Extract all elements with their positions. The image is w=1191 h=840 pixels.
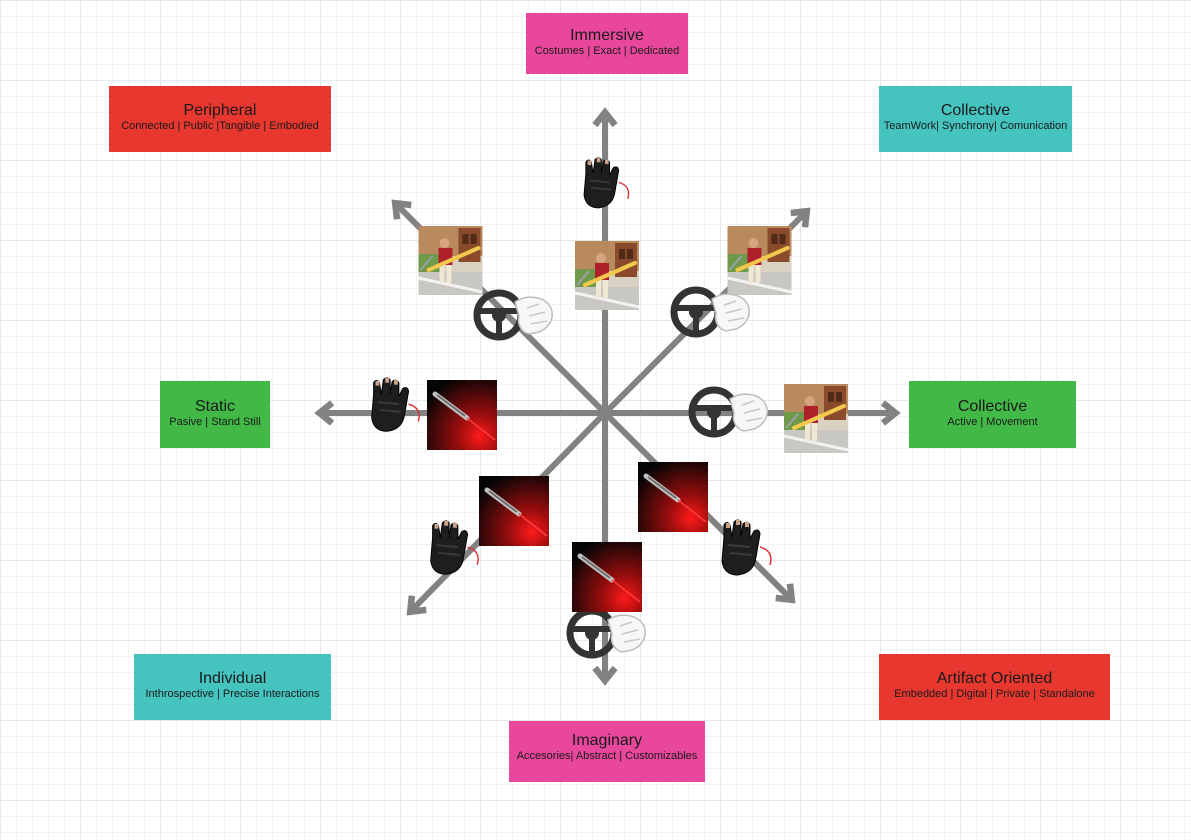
laser-pointer-icon <box>427 380 497 450</box>
person-with-pole-photo <box>784 384 848 453</box>
person-with-pole-photo <box>575 241 639 310</box>
category-imaginary: Imaginary Accesories| Abstract | Customi… <box>509 721 705 782</box>
category-individual: Individual Inthrospective | Precise Inte… <box>134 654 331 720</box>
steering-wheel-icon <box>469 288 557 343</box>
category-subtitle: Pasive | Stand Still <box>169 416 261 428</box>
person-with-pole-photo <box>418 226 483 295</box>
category-title: Individual <box>198 670 267 687</box>
category-subtitle: Embedded | Digital | Private | Standalon… <box>894 688 1095 700</box>
category-collective-teamwork: Collective TeamWork| Synchrony| Comunica… <box>879 86 1072 152</box>
category-subtitle: Connected | Public |Tangible | Embodied <box>121 120 319 132</box>
laser-pointer-icon <box>572 542 642 612</box>
category-immersive: Immersive Costumes | Exact | Dedicated <box>526 13 688 74</box>
steering-wheel-icon <box>562 606 650 661</box>
person-with-pole-photo <box>727 226 792 295</box>
category-subtitle: Active | Movement <box>947 416 1038 428</box>
category-artifact-oriented: Artifact Oriented Embedded | Digital | P… <box>879 654 1110 720</box>
laser-pointer-icon <box>638 462 708 532</box>
steering-wheel-icon <box>666 285 754 340</box>
category-title: Collective <box>940 102 1011 119</box>
category-subtitle: Costumes | Exact | Dedicated <box>534 45 680 57</box>
glove-icon <box>360 373 428 443</box>
category-title: Immersive <box>570 27 644 44</box>
category-title: Static <box>194 398 235 415</box>
category-collective-active: Collective Active | Movement <box>909 381 1076 448</box>
category-peripheral: Peripheral Connected | Public |Tangible … <box>109 86 331 152</box>
category-subtitle: TeamWork| Synchrony| Comunication <box>883 120 1068 132</box>
glove-icon <box>418 518 488 584</box>
category-title: Artifact Oriented <box>936 670 1053 687</box>
steering-wheel-icon <box>684 385 772 440</box>
category-title: Peripheral <box>183 102 257 119</box>
category-static: Static Pasive | Stand Still <box>160 381 270 448</box>
category-title: Collective <box>957 398 1028 415</box>
category-title: Imaginary <box>571 732 643 749</box>
category-subtitle: Accesories| Abstract | Customizables <box>516 750 698 762</box>
category-subtitle: Inthrospective | Precise Interactions <box>145 688 320 700</box>
glove-icon <box>570 155 640 217</box>
laser-pointer-icon <box>479 476 549 546</box>
glove-icon <box>710 515 780 587</box>
